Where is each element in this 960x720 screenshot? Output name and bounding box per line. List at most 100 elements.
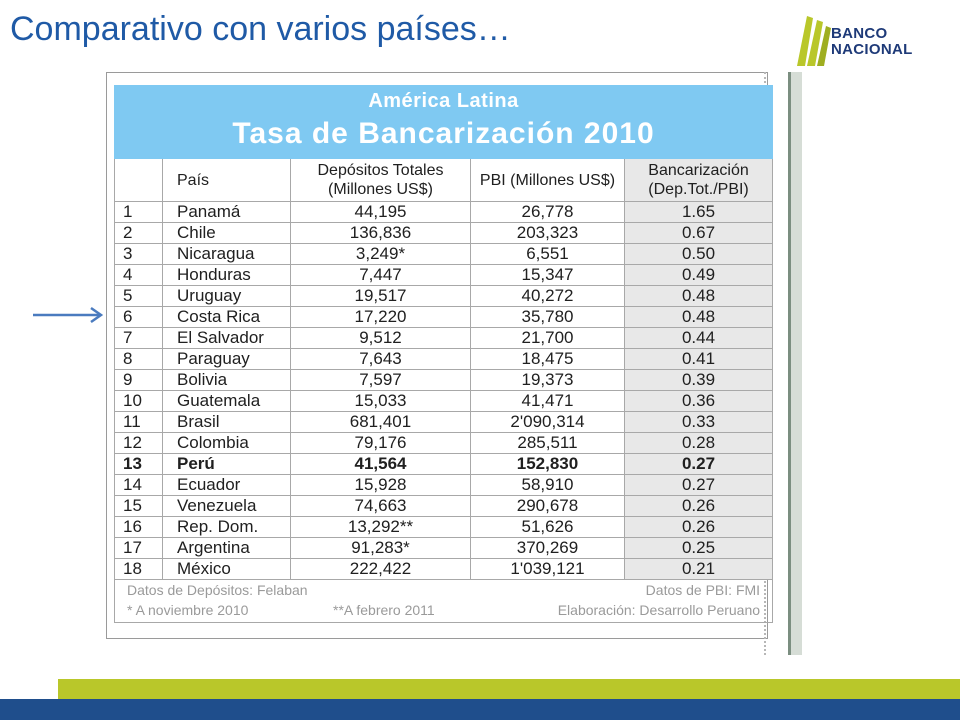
table-row: 11 Brasil 681,401 2'090,314 0.33: [114, 411, 774, 433]
country-cell: El Salvador: [162, 327, 291, 349]
logo-line-2: NACIONAL: [831, 41, 913, 58]
col-header-pbi: PBI (Millones US$): [470, 158, 625, 202]
rank-cell: 6: [114, 306, 163, 328]
country-cell: Nicaragua: [162, 243, 291, 265]
depositos-cell: 13,292**: [290, 516, 471, 538]
banco-nacional-logo: BANCO NACIONAL: [793, 12, 953, 70]
col-header-rank: [114, 158, 163, 202]
table-row: 14 Ecuador 15,928 58,910 0.27: [114, 474, 774, 496]
country-cell: México: [162, 558, 291, 580]
table-notes-row: Datos de Depósitos: Felaban Datos de PBI:…: [113, 579, 774, 623]
country-cell: Costa Rica: [162, 306, 291, 328]
depositos-cell: 74,663: [290, 495, 471, 517]
col-header-depositos: Depósitos Totales (Millones US$): [290, 158, 471, 202]
country-cell: Uruguay: [162, 285, 291, 307]
bancarizacion-cell: 0.27: [623, 453, 774, 475]
country-cell: Argentina: [162, 537, 291, 559]
rank-cell: 8: [114, 348, 163, 370]
bancarizacion-cell: 0.41: [623, 348, 774, 370]
depositos-cell: 79,176: [290, 432, 471, 454]
depositos-cell: 222,422: [290, 558, 471, 580]
bancarizacion-cell: 0.21: [623, 558, 774, 580]
pbi-cell: 6,551: [470, 243, 625, 265]
bancarizacion-cell: 0.48: [623, 285, 774, 307]
table-row: 5 Uruguay 19,517 40,272 0.48: [114, 285, 774, 307]
bancarizacion-cell: 1.65: [623, 201, 774, 223]
table-header-row: América Latina Tasa de Bancarización 201…: [113, 85, 774, 159]
pbi-cell: 203,323: [470, 222, 625, 244]
table-row: 2 Chile 136,836 203,323 0.67: [114, 222, 774, 244]
bancarizacion-cell: 0.28: [623, 432, 774, 454]
depositos-cell: 136,836: [290, 222, 471, 244]
country-cell: Chile: [162, 222, 291, 244]
bancarizacion-cell: 0.50: [623, 243, 774, 265]
table-row: 15 Venezuela 74,663 290,678 0.26: [114, 495, 774, 517]
bancarizacion-cell: 0.48: [623, 306, 774, 328]
country-cell: Venezuela: [162, 495, 291, 517]
country-cell: Bolivia: [162, 369, 291, 391]
bancarizacion-cell: 0.25: [623, 537, 774, 559]
logo-wordmark: BANCO NACIONAL: [831, 26, 913, 58]
table-row: 13 Perú 41,564 152,830 0.27: [114, 453, 774, 475]
rank-cell: 4: [114, 264, 163, 286]
pbi-cell: 370,269: [470, 537, 625, 559]
rank-cell: 9: [114, 369, 163, 391]
pbi-cell: 41,471: [470, 390, 625, 412]
bancarizacion-cell: 0.39: [623, 369, 774, 391]
country-cell: Colombia: [162, 432, 291, 454]
rank-cell: 12: [114, 432, 163, 454]
table-row: 8 Paraguay 7,643 18,475 0.41: [114, 348, 774, 370]
depositos-cell: 15,928: [290, 474, 471, 496]
rank-cell: 5: [114, 285, 163, 307]
col-header-bancarizacion: Bancarización (Dep.Tot./PBI): [623, 158, 774, 202]
country-cell: Paraguay: [162, 348, 291, 370]
rank-cell: 13: [114, 453, 163, 475]
table-notes: Datos de Depósitos: Felaban Datos de PBI:…: [113, 579, 774, 623]
frame-side-bar: [788, 72, 802, 655]
depositos-cell: 17,220: [290, 306, 471, 328]
country-cell: Perú: [162, 453, 291, 475]
table-row: 6 Costa Rica 17,220 35,780 0.48: [114, 306, 774, 328]
pbi-cell: 18,475: [470, 348, 625, 370]
pbi-cell: 40,272: [470, 285, 625, 307]
rank-cell: 2: [114, 222, 163, 244]
region-title: América Latina: [368, 90, 519, 112]
bancarizacion-cell: 0.26: [623, 516, 774, 538]
pbi-cell: 26,778: [470, 201, 625, 223]
note-pbi-source: Datos de PBI: FMI: [645, 582, 761, 598]
slide-title: Comparativo con varios países…: [10, 10, 511, 48]
depositos-cell: 41,564: [290, 453, 471, 475]
depositos-cell: 7,447: [290, 264, 471, 286]
pbi-cell: 19,373: [470, 369, 625, 391]
depositos-cell: 15,033: [290, 390, 471, 412]
depositos-cell: 91,283*: [290, 537, 471, 559]
pbi-cell: 21,700: [470, 327, 625, 349]
country-cell: Panamá: [162, 201, 291, 223]
logo-line-1: BANCO: [831, 25, 888, 42]
footer-green-bar: [58, 679, 960, 699]
column-header-row: País Depósitos Totales (Millones US$) PB…: [114, 158, 774, 202]
country-cell: Guatemala: [162, 390, 291, 412]
rank-cell: 17: [114, 537, 163, 559]
note-footnote-single: * A noviembre 2010: [127, 602, 249, 618]
pbi-cell: 285,511: [470, 432, 625, 454]
depositos-cell: 3,249*: [290, 243, 471, 265]
note-footnote-double: **A febrero 2011: [333, 602, 435, 618]
pbi-cell: 35,780: [470, 306, 625, 328]
table-row: 3 Nicaragua 3,249* 6,551 0.50: [114, 243, 774, 265]
rank-cell: 7: [114, 327, 163, 349]
pbi-cell: 15,347: [470, 264, 625, 286]
pbi-cell: 290,678: [470, 495, 625, 517]
table-row: 10 Guatemala 15,033 41,471 0.36: [114, 390, 774, 412]
bancarizacion-cell: 0.33: [623, 411, 774, 433]
table-row: 9 Bolivia 7,597 19,373 0.39: [114, 369, 774, 391]
rank-cell: 10: [114, 390, 163, 412]
bancarizacion-cell: 0.44: [623, 327, 774, 349]
country-cell: Rep. Dom.: [162, 516, 291, 538]
depositos-cell: 7,643: [290, 348, 471, 370]
depositos-cell: 681,401: [290, 411, 471, 433]
table-row: 4 Honduras 7,447 15,347 0.49: [114, 264, 774, 286]
table-row: 18 México 222,422 1'039,121 0.21: [114, 558, 774, 580]
note-elaboracion: Elaboración: Desarrollo Peruano: [557, 602, 761, 618]
